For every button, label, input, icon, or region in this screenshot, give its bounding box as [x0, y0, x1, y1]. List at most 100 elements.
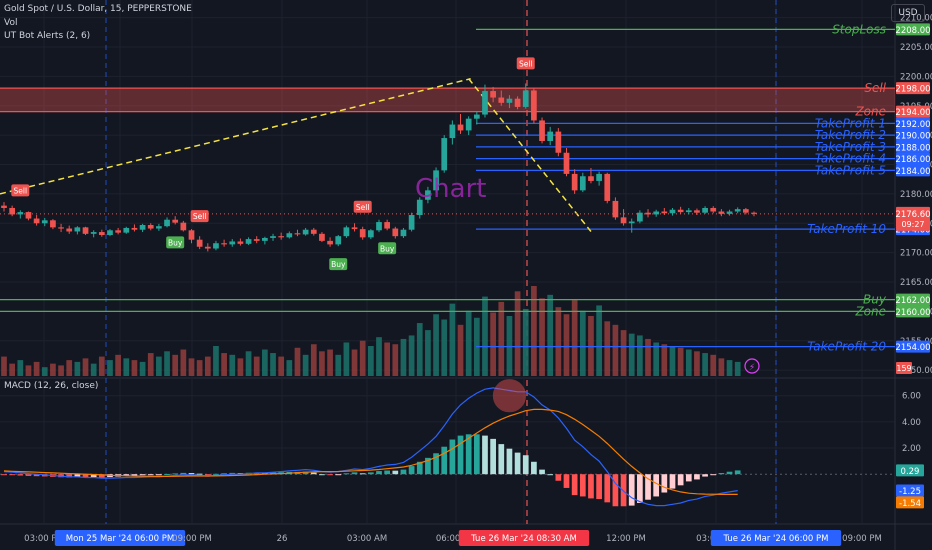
- candle-body: [702, 207, 708, 213]
- macd-histogram-bar: [367, 472, 374, 475]
- volume-bar: [588, 316, 594, 376]
- volume-bar: [33, 361, 40, 376]
- level-price-tag-text: 2194.00: [895, 108, 930, 118]
- crossover-highlight: [492, 379, 527, 413]
- volume-bar: [229, 354, 236, 376]
- macd-tick-label: 4.00: [902, 418, 921, 428]
- candle-body: [245, 239, 252, 244]
- volume-bar: [384, 342, 391, 376]
- currency-button[interactable]: USD: [891, 4, 925, 22]
- candle-body: [490, 91, 496, 98]
- volume-bar: [107, 360, 113, 376]
- volume-bar: [1, 356, 7, 376]
- level-label: TakeProfit 5: [815, 163, 886, 177]
- candle-body: [147, 225, 154, 229]
- level-price-tag-text: 2198.00: [895, 85, 930, 95]
- volume-indicator-label[interactable]: Vol: [4, 18, 18, 28]
- time-highlight-tag: [54, 530, 186, 546]
- level-label: Buy: [863, 293, 887, 307]
- macd-histogram-bar: [612, 474, 619, 507]
- candle-body: [335, 236, 342, 245]
- candle-body: [514, 98, 521, 107]
- macd-histogram-bar: [571, 474, 578, 496]
- macd-histogram-bar: [449, 439, 456, 475]
- current-price-tag: [896, 206, 930, 231]
- volume-bar: [66, 360, 73, 376]
- macd-histogram-bar: [229, 472, 236, 475]
- buy-signal-marker: [378, 242, 397, 255]
- candle-body: [637, 212, 643, 222]
- histogram-value-tag: [896, 464, 924, 477]
- candle-body: [563, 152, 570, 174]
- macd-indicator-label[interactable]: MACD (12, 26, close): [4, 381, 99, 391]
- candle-body: [74, 227, 81, 232]
- sell-signal-label: Sell: [193, 212, 207, 221]
- buy-signal-label: Buy: [331, 260, 346, 269]
- candle-body: [579, 176, 586, 191]
- macd-histogram-bar: [408, 466, 415, 475]
- sell-signal-label: Sell: [519, 59, 533, 68]
- macd-histogram-bar: [514, 452, 521, 475]
- macd-histogram-bar: [628, 474, 635, 506]
- macd-histogram-bar: [677, 474, 684, 486]
- sell-zone-band: [0, 88, 895, 112]
- ut-bot-indicator-label[interactable]: UT Bot Alerts (2, 6): [4, 31, 91, 41]
- candle-body: [742, 209, 749, 213]
- candle-body: [343, 227, 350, 237]
- macd-histogram-bar: [433, 453, 439, 475]
- volume-bar: [400, 338, 407, 376]
- volume-bar: [319, 351, 325, 376]
- macd-histogram-bar: [147, 474, 154, 476]
- price-tick-label: 2200.00: [900, 72, 932, 82]
- macd-histogram-bar: [637, 474, 643, 503]
- time-tick-label: 03:00 AM: [347, 534, 387, 544]
- time-tick-label: 03:00 PM: [24, 534, 64, 544]
- candle-body: [196, 239, 203, 247]
- macd-histogram-bar: [384, 470, 391, 475]
- candle-body: [473, 114, 480, 119]
- volume-bar: [547, 294, 554, 376]
- macd-histogram-bar: [596, 474, 602, 500]
- macd-line: [3, 387, 738, 507]
- macd-histogram-bar: [1, 474, 7, 476]
- macd-histogram-bar: [645, 474, 651, 500]
- macd-histogram-bar: [33, 474, 40, 477]
- volume-bar: [734, 361, 741, 376]
- volume-bar: [98, 356, 105, 376]
- volume-bar: [514, 291, 521, 376]
- candle-body: [661, 211, 668, 214]
- level-label: TakeProfit 10: [807, 222, 886, 236]
- volume-bar: [653, 342, 660, 376]
- trend-line: [468, 78, 592, 232]
- time-tick-label: Tue 26 Mar '24 06:00 PM: [723, 534, 829, 544]
- candle-body: [628, 221, 635, 224]
- level-price-tag-text: 2208.00: [895, 26, 930, 36]
- candle-body: [50, 220, 56, 228]
- macd-histogram-bar: [359, 473, 366, 475]
- macd-histogram-bar: [221, 473, 227, 475]
- sell-signal-marker: [516, 57, 535, 70]
- macd-histogram-bar: [98, 474, 105, 478]
- macd-histogram-bar: [465, 434, 472, 475]
- volume-bar: [327, 349, 333, 376]
- volume-bar: [115, 354, 121, 376]
- candle-body: [441, 138, 448, 171]
- volume-bar: [449, 303, 456, 376]
- candle-body: [751, 212, 757, 214]
- candle-body: [547, 131, 554, 141]
- volume-bar: [253, 356, 260, 376]
- macd-histogram-bar: [310, 472, 317, 475]
- volume-bar: [213, 346, 219, 376]
- volume-bar: [718, 358, 725, 376]
- macd-histogram-bar: [204, 474, 211, 476]
- price-tick-label: 2150.00: [900, 366, 932, 376]
- level-label: TakeProfit 1: [815, 116, 886, 130]
- candle-body: [302, 229, 309, 235]
- sell-signal-marker: [11, 184, 30, 197]
- volume-bar: [188, 358, 195, 376]
- candle-body: [465, 118, 472, 131]
- candle-body: [416, 199, 423, 216]
- level-price-tag: [896, 23, 930, 36]
- level-price-tag: [896, 140, 930, 153]
